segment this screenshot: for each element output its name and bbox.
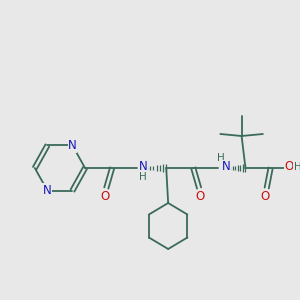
Text: O: O [260, 190, 269, 203]
Text: H: H [139, 172, 147, 182]
Text: N: N [139, 160, 147, 173]
Text: O: O [101, 190, 110, 203]
Text: N: N [43, 184, 52, 197]
Text: N: N [68, 139, 77, 152]
Text: H: H [294, 162, 300, 172]
Text: N: N [222, 160, 230, 173]
Text: H: H [218, 153, 225, 163]
Text: O: O [195, 190, 205, 203]
Text: O: O [284, 160, 294, 173]
